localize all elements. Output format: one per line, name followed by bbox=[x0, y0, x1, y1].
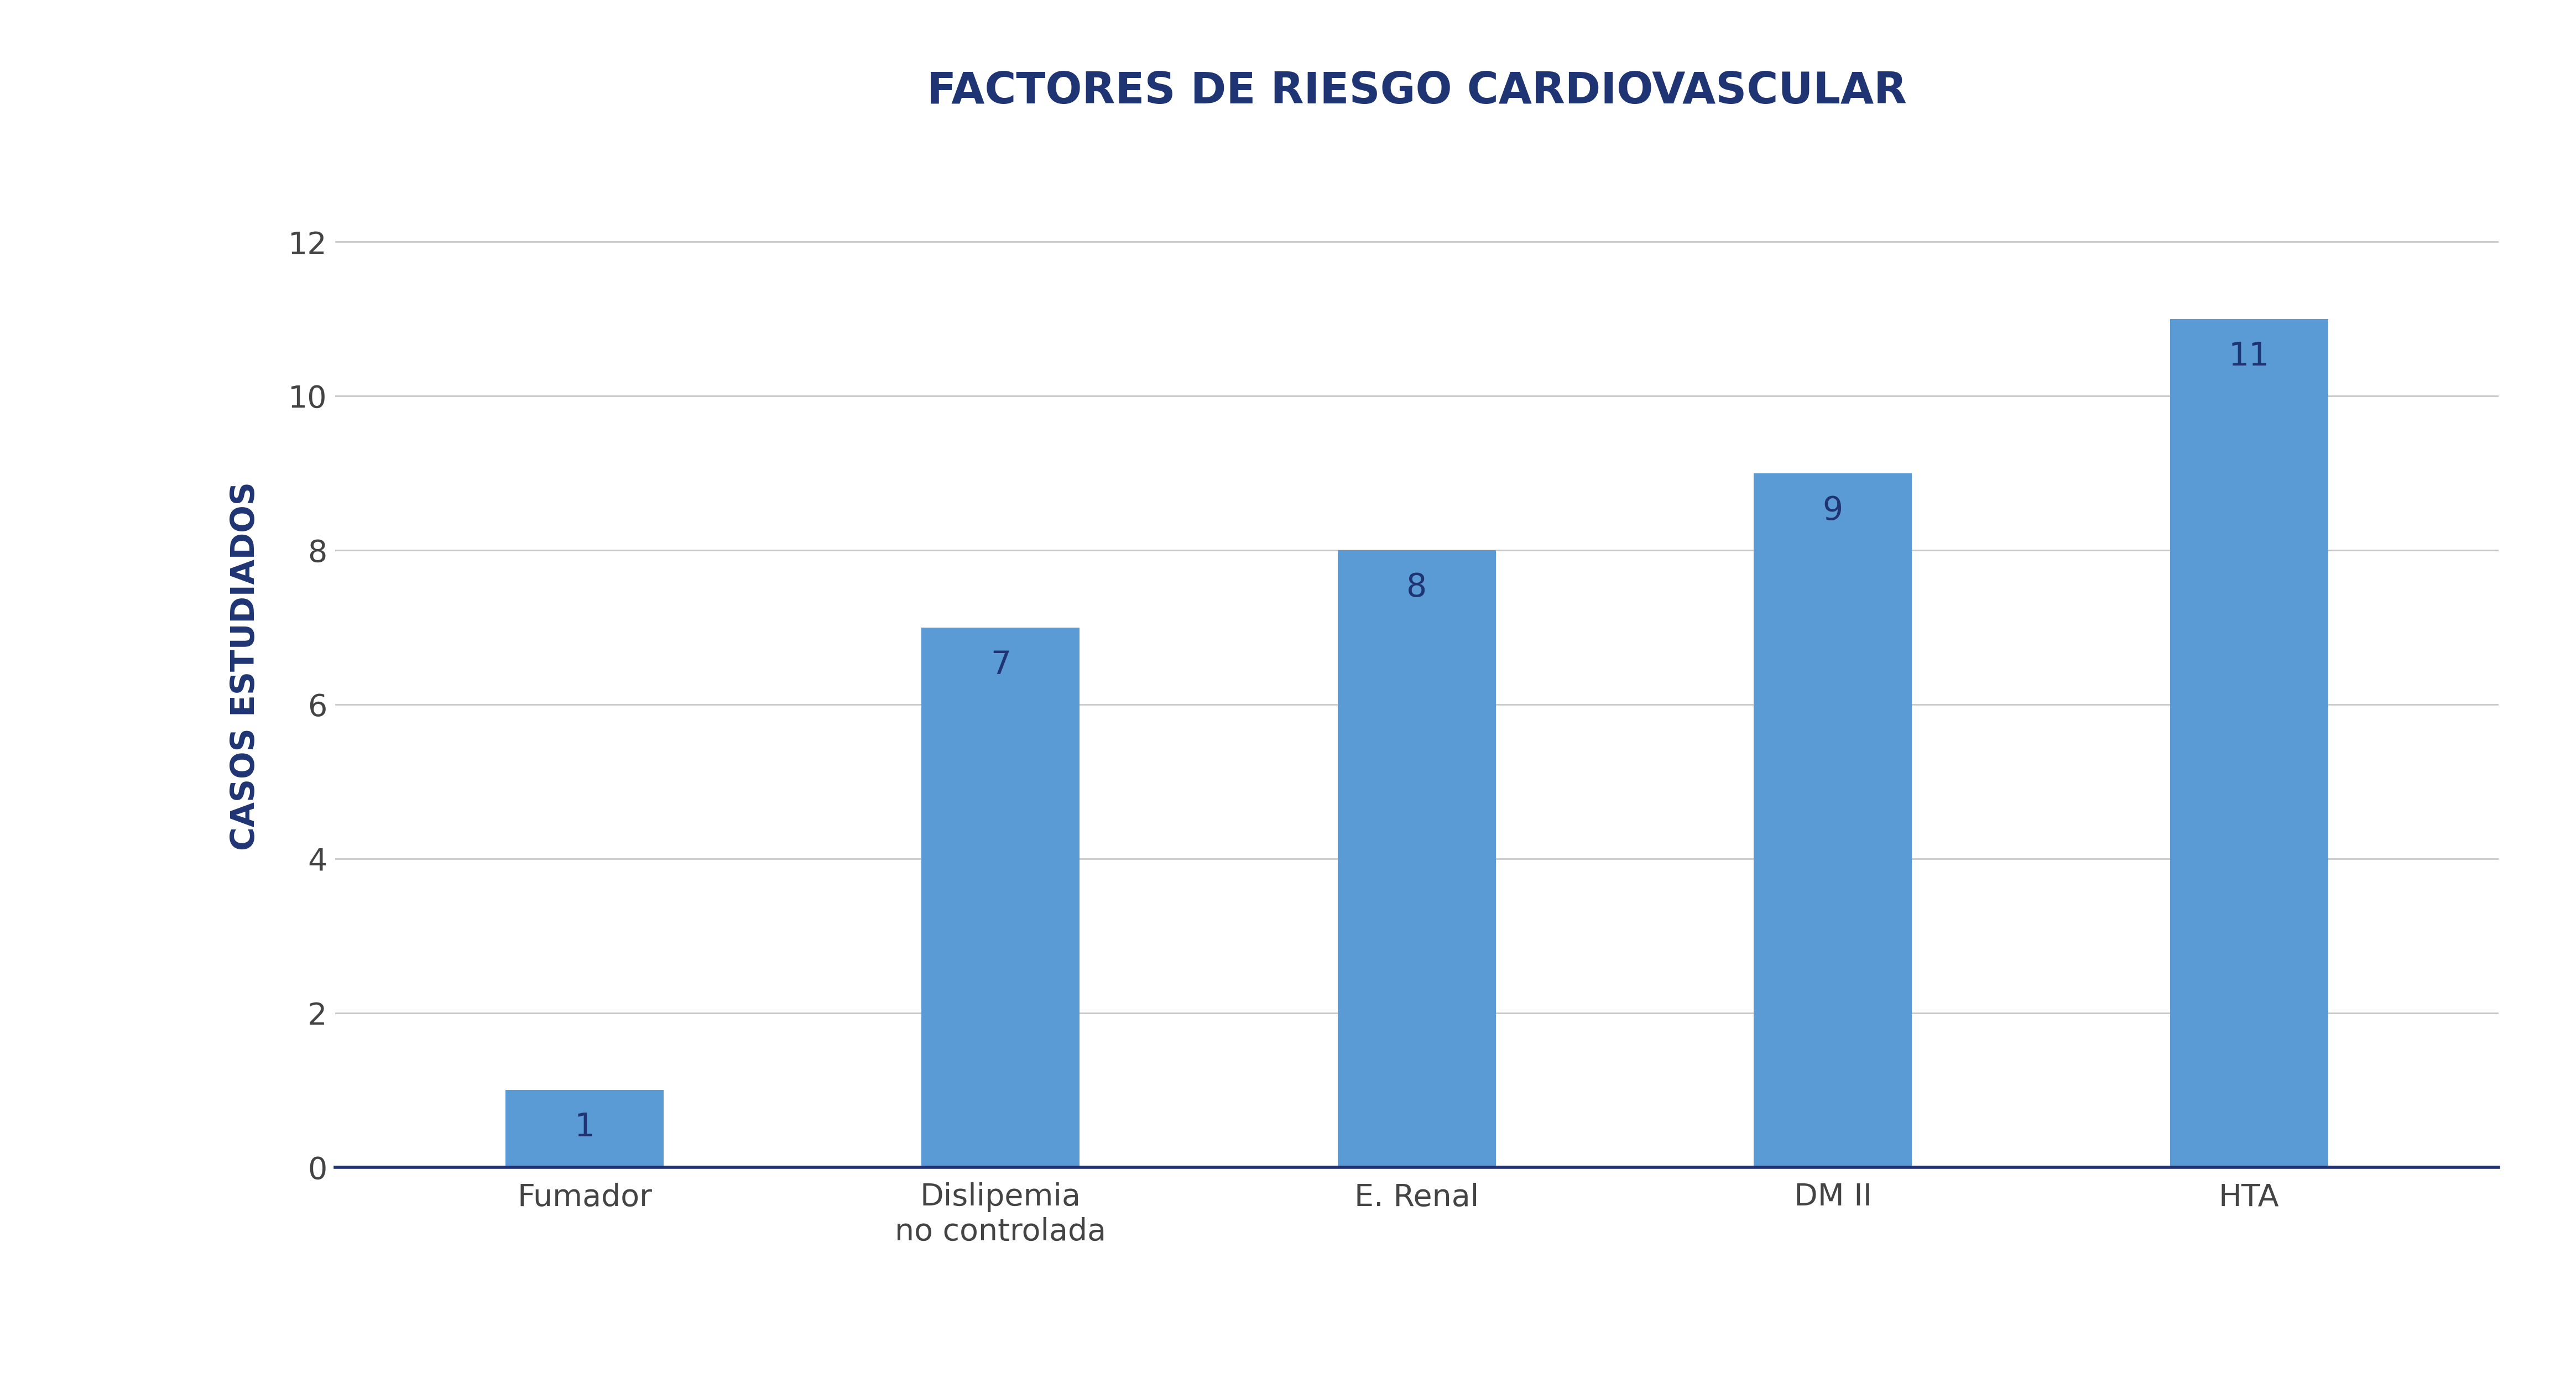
Text: 1: 1 bbox=[574, 1112, 595, 1144]
Bar bbox=[505, 1090, 665, 1167]
Bar bbox=[1754, 474, 1911, 1167]
Text: 9: 9 bbox=[1824, 494, 1844, 526]
Y-axis label: CASOS ESTUDIADOS: CASOS ESTUDIADOS bbox=[229, 482, 260, 850]
Bar bbox=[922, 627, 1079, 1167]
Bar bbox=[1337, 551, 1497, 1167]
Text: 7: 7 bbox=[989, 649, 1010, 681]
Bar bbox=[2169, 319, 2329, 1167]
Title: FACTORES DE RIESGO CARDIOVASCULAR: FACTORES DE RIESGO CARDIOVASCULAR bbox=[927, 70, 1906, 113]
Text: 8: 8 bbox=[1406, 571, 1427, 603]
Text: 11: 11 bbox=[2228, 341, 2269, 372]
